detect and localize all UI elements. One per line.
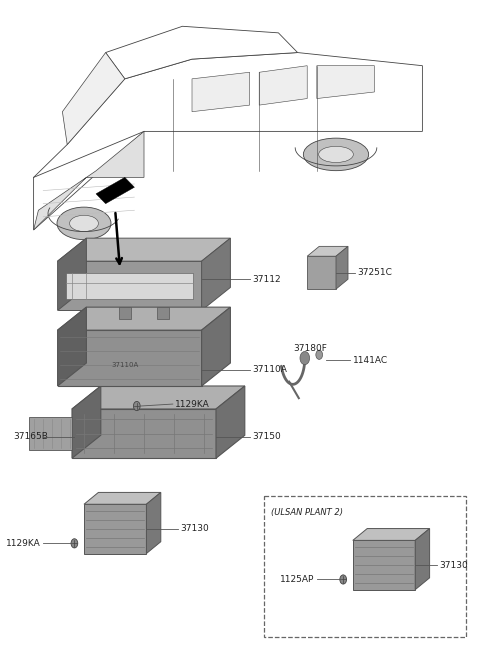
Polygon shape [307, 246, 348, 256]
Polygon shape [66, 273, 193, 298]
Polygon shape [58, 238, 230, 261]
Circle shape [133, 401, 140, 411]
Ellipse shape [70, 215, 98, 231]
Polygon shape [307, 256, 336, 289]
Circle shape [316, 350, 323, 359]
Polygon shape [58, 307, 86, 386]
Polygon shape [58, 238, 86, 311]
Text: 37130: 37130 [180, 524, 209, 533]
Polygon shape [336, 246, 348, 289]
Circle shape [340, 575, 347, 584]
Text: 1129KA: 1129KA [6, 539, 41, 548]
Polygon shape [192, 72, 250, 112]
Polygon shape [96, 177, 134, 204]
Polygon shape [202, 238, 230, 311]
Circle shape [300, 351, 310, 365]
Polygon shape [72, 386, 101, 459]
Ellipse shape [303, 138, 369, 171]
Text: 37251C: 37251C [358, 268, 393, 277]
Polygon shape [353, 541, 415, 590]
Text: 1129KA: 1129KA [175, 399, 210, 409]
Polygon shape [146, 493, 161, 553]
Polygon shape [84, 505, 146, 553]
Polygon shape [29, 417, 72, 450]
Text: 37165B: 37165B [13, 432, 48, 442]
Polygon shape [106, 26, 298, 79]
Polygon shape [72, 386, 245, 409]
Polygon shape [58, 261, 202, 311]
Polygon shape [62, 53, 125, 145]
Polygon shape [259, 66, 307, 105]
Text: 1125AP: 1125AP [280, 575, 314, 584]
Polygon shape [415, 528, 430, 590]
Polygon shape [202, 307, 230, 386]
Ellipse shape [319, 147, 353, 162]
Polygon shape [317, 66, 374, 99]
Polygon shape [353, 528, 430, 541]
Text: 37110A: 37110A [111, 361, 138, 368]
Polygon shape [72, 409, 216, 459]
Polygon shape [34, 131, 144, 230]
Polygon shape [34, 53, 422, 230]
Ellipse shape [57, 207, 111, 240]
Bar [119, 307, 131, 319]
Text: (ULSAN PLANT 2): (ULSAN PLANT 2) [271, 508, 343, 517]
Text: 37112: 37112 [252, 275, 281, 284]
Text: 37110A: 37110A [252, 365, 287, 374]
Polygon shape [58, 330, 202, 386]
Circle shape [71, 539, 78, 548]
Bar [157, 307, 169, 319]
Text: 1141AC: 1141AC [353, 355, 388, 365]
Text: 37180F: 37180F [293, 344, 327, 353]
Polygon shape [84, 493, 161, 505]
FancyBboxPatch shape [264, 496, 466, 637]
Text: 37150: 37150 [252, 432, 281, 442]
Polygon shape [216, 386, 245, 459]
Text: 37130: 37130 [439, 560, 468, 570]
Polygon shape [58, 307, 230, 330]
